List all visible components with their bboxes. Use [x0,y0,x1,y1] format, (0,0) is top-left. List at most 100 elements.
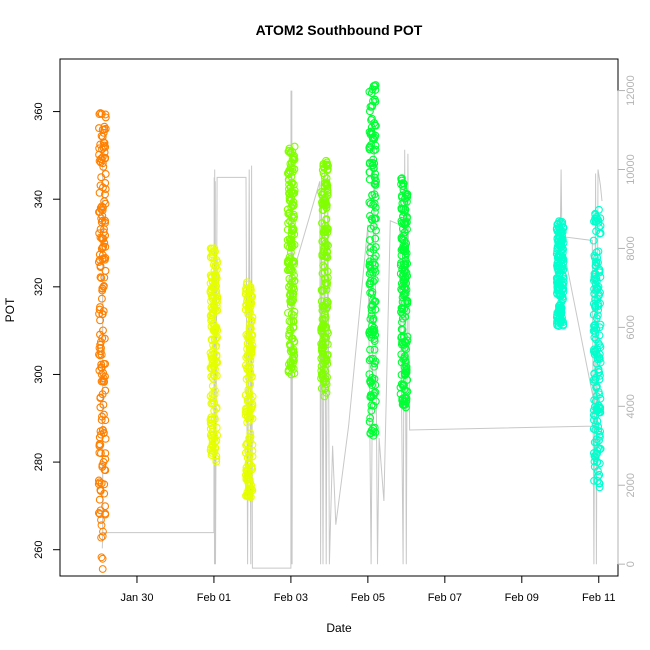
data-point [323,184,332,193]
data-point [242,284,250,293]
data-point [371,305,380,314]
data-point [320,228,329,237]
data-point [97,533,105,542]
data-point [285,146,294,155]
data-point [559,224,568,233]
data-point [322,304,331,313]
data-point [287,229,296,238]
data-point [207,421,216,430]
x-axis: Jan 30 Feb 01 Feb 03 Feb 05 Feb 07 Feb 09 Feb … [120,575,615,604]
data-point [206,288,215,297]
data-point [595,266,604,275]
data-point [244,485,253,494]
y2-tick-label: 0 [625,561,637,567]
data-point [592,383,601,392]
data-point [100,148,109,157]
data-point [553,244,562,253]
data-point [96,351,105,360]
data-point [284,147,293,156]
data-point [285,282,294,291]
data-point [323,253,332,262]
data-point [206,349,215,357]
data-point [95,157,104,165]
data-point [593,446,602,455]
data-point [401,247,410,256]
data-point [365,236,374,245]
data-point [209,442,217,451]
data-point [288,347,297,355]
data-point [365,198,374,207]
data-point [403,259,412,268]
data-point [246,323,255,332]
data-point [96,181,105,190]
data-point [554,279,563,287]
data-point [286,239,295,248]
data-point [365,142,374,151]
series-5 [552,205,605,492]
data-point [559,258,568,267]
data-point [210,371,219,380]
data-point [323,350,332,359]
data-point [367,114,376,123]
data-point [286,291,295,300]
x-tick-label: Feb 05 [351,592,385,604]
data-point [366,414,375,422]
data-point [321,227,330,236]
data-point [210,443,219,452]
x-tick-label: Feb 01 [197,592,231,604]
data-point [370,121,379,130]
data-point [397,174,406,183]
data-point [287,159,296,168]
y-axis-right: 0 2000 4000 6000 8000 10000 12000 [617,75,637,567]
data-point [403,375,412,384]
data-point [323,158,331,167]
data-point [558,270,567,279]
data-point [101,216,109,225]
data-point [206,253,215,262]
data-point [98,334,107,343]
data-point [94,509,103,517]
data-point [369,163,378,172]
data-point [290,189,299,198]
data-point [99,162,108,171]
data-point [244,385,253,394]
data-point [370,335,379,343]
data-point [98,554,107,563]
data-point [285,340,294,348]
data-point [94,258,103,267]
data-point [397,279,406,288]
data-point [399,232,408,241]
data-point [244,445,253,454]
data-point [99,242,108,251]
data-point [401,312,410,321]
data-point [99,410,108,419]
chart-title: ATOM2 Southbound POT [256,22,423,38]
data-point [95,305,104,314]
data-point [371,234,380,243]
data-point [286,183,295,192]
data-point [595,331,604,340]
data-point [210,244,219,253]
data-point [97,416,106,424]
data-point [247,373,256,382]
data-point [242,375,251,384]
data-point [591,420,600,429]
data-point [207,297,215,306]
data-point [101,110,110,119]
data-point [98,565,107,573]
data-point [289,283,298,292]
data-point [398,338,407,347]
data-point [553,258,562,267]
data-point [99,183,107,192]
data-point [247,346,256,354]
data-point [369,424,378,433]
data-point [286,248,295,257]
data-point [212,341,221,350]
data-point [321,384,330,393]
data-point [324,161,332,170]
data-point [321,323,330,332]
data-point [400,354,409,362]
data-point [100,273,109,282]
data-point [596,320,605,329]
data-point [366,248,375,257]
